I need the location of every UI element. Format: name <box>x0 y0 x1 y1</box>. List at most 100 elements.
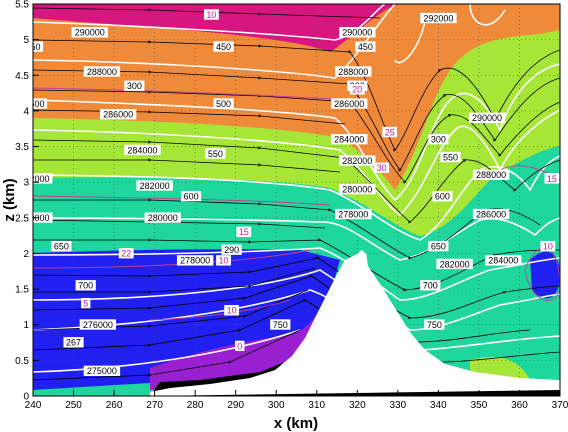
theta-label-bg <box>99 109 137 120</box>
pressure-label-bg <box>432 191 453 202</box>
theta-label: 292000 <box>423 13 453 23</box>
contour-labels: 4504504505005003003003005505506006006506… <box>25 9 560 377</box>
pressure-label-bg <box>33 98 48 109</box>
theta-label-bg <box>71 27 108 38</box>
theta-label: 284000 <box>488 256 518 266</box>
theta-label: 286000 <box>476 209 506 219</box>
theta-label-bg <box>485 255 522 266</box>
pressure-label: 700 <box>423 281 438 291</box>
pressure-label-bg <box>270 319 291 330</box>
wind-label: 10 <box>206 10 216 20</box>
theta-label-bg <box>176 255 214 266</box>
y-tick-label: 0.5 <box>15 356 29 367</box>
x-axis-label: x (km) <box>274 415 318 432</box>
pressure-label-bg <box>440 151 461 163</box>
theta-label-bg <box>335 66 372 77</box>
theta-label-bg <box>468 112 506 123</box>
pressure-label-bg <box>428 134 449 145</box>
pressure-label: 600 <box>184 192 199 202</box>
theta-label: 284000 <box>127 145 157 155</box>
theta-label: 280000 <box>148 213 178 223</box>
x-tick-label: 320 <box>349 400 366 411</box>
pressure-label-bg <box>181 191 202 202</box>
plot-area: 4504504505005003003003005505506006006506… <box>25 4 560 396</box>
y-tick-label: 3 <box>23 178 29 189</box>
y-axis-label: z (km) <box>1 178 18 221</box>
pressure-label: 450 <box>25 42 40 52</box>
theta-label: 282000 <box>440 259 470 269</box>
theta-label-bg <box>83 365 121 377</box>
theta-label-bg <box>331 98 368 109</box>
wind-label-bg <box>235 340 245 352</box>
x-tick-label: 350 <box>471 400 488 411</box>
x-tick-label: 360 <box>511 400 528 411</box>
y-tick-label: 4 <box>23 106 29 117</box>
wind-label-bg <box>236 226 252 238</box>
theta-label: 290000 <box>75 28 105 38</box>
pressure-label: 450 <box>358 42 373 52</box>
pressure-label-bg <box>51 240 72 252</box>
x-tick-label: 300 <box>268 400 285 411</box>
wind-label: 15 <box>239 227 249 237</box>
wind-label: 10 <box>219 256 229 266</box>
y-tick-label: 1.5 <box>15 285 29 296</box>
wind-label: 10 <box>227 306 237 316</box>
pressure-label: 650 <box>54 241 69 251</box>
wind-label-bg <box>203 9 219 20</box>
theta-label-bg <box>472 208 510 220</box>
pressure-label: 550 <box>443 152 458 162</box>
pressure-label-bg <box>221 244 242 255</box>
pressure-label: 300 <box>431 135 446 145</box>
theta-label: 290000 <box>472 113 502 123</box>
x-tick-label: 330 <box>390 400 407 411</box>
theta-label-bg <box>63 337 84 348</box>
theta-label-bg <box>420 12 457 24</box>
wind-label-bg <box>382 126 398 138</box>
wind-label-bg <box>216 255 231 266</box>
terrain-mountain <box>150 249 560 396</box>
y-tick-label: 4.5 <box>15 71 29 82</box>
theta-label: 275000 <box>87 366 117 376</box>
theta-label-bg <box>335 208 372 220</box>
theta-label-bg <box>83 66 121 77</box>
y-axis: 0 0.5 1 1.5 2 2.5 3 3.5 4 4.5 5 5.5 <box>15 0 39 403</box>
wind-label-bg <box>374 162 390 173</box>
pressure-label: 750 <box>427 320 442 330</box>
pressure-label-bg <box>33 41 44 52</box>
y-tick-label: 5 <box>23 35 29 46</box>
theta-label: 288000 <box>338 67 368 77</box>
x-tick-label: 340 <box>430 400 447 411</box>
theta-label-bg <box>339 27 376 38</box>
pressure-label-bg <box>424 319 445 330</box>
pressure-label: 650 <box>431 241 446 251</box>
theta-label: 290000 <box>342 28 372 38</box>
x-tick-label: 370 <box>552 400 568 411</box>
theta-label-bg <box>124 144 161 156</box>
wind-label: 15 <box>547 174 557 184</box>
pressure-label: 500 <box>30 99 45 109</box>
theta-label: 278000 <box>180 256 210 266</box>
y-tick-label: 3.5 <box>15 142 29 153</box>
theta-label: 288000 <box>476 170 506 180</box>
x-tick-label: 310 <box>308 400 325 411</box>
wind-label-bg <box>118 248 134 259</box>
pressure-label-bg <box>124 80 145 91</box>
theta-label: 276000 <box>83 320 113 330</box>
theta-label: 284000 <box>334 135 364 145</box>
theta-label-bg <box>436 258 473 270</box>
pressure-label: 750 <box>273 320 288 330</box>
pressure-label: 700 <box>78 281 93 291</box>
pressure-label: 300 <box>127 81 142 91</box>
theta-label: 286000 <box>103 110 133 120</box>
pressure-label: 500 <box>216 99 231 109</box>
theta-label: 30000 <box>25 213 50 223</box>
theta-label-bg <box>79 319 117 330</box>
pressure-label-bg <box>75 280 96 291</box>
pressure-label-bg <box>213 41 234 52</box>
y-tick-label: 5.5 <box>15 0 29 11</box>
pressure-label: 290 <box>224 245 239 255</box>
wind-label: 0 <box>237 341 242 351</box>
wind-label-bg <box>540 240 556 252</box>
theta-label: 280000 <box>342 184 372 194</box>
